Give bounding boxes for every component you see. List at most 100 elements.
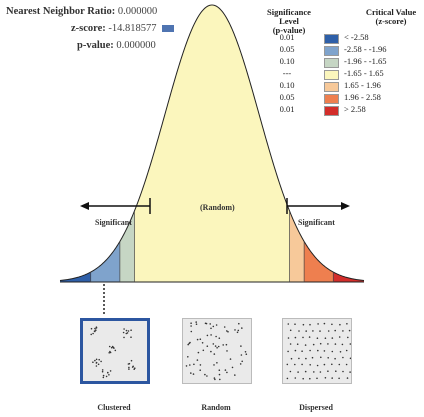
pattern-point [304,344,307,346]
random-label: (Random) [200,203,235,212]
pattern-point [125,332,128,335]
pattern-point [110,346,113,349]
pattern-point [213,364,215,366]
pattern-point [241,327,243,329]
pattern-point [190,322,192,324]
legend-row: 0.10 -1.96 - -1.65 [258,56,424,68]
pattern-point [127,363,130,365]
pattern-point [218,337,221,339]
pattern-point [109,351,112,354]
pattern-point [111,345,114,348]
pattern-point [316,364,319,367]
pattern-point [294,349,297,352]
dispersed-caption: Dispersed [299,403,333,412]
curve-outline [59,4,365,282]
pattern-point [202,349,205,352]
significance-header-title: Significance Level [267,7,311,26]
pattern-point [294,336,297,339]
clustered-pattern-thumbnail[interactable] [80,318,150,384]
significance-header: Significance Level (p-value) [258,8,320,35]
pattern-point [331,363,333,366]
pattern-point [210,327,212,330]
pattern-point [190,330,193,333]
pattern-point [210,350,212,353]
pattern-point [334,329,336,332]
pattern-point [342,356,344,359]
legend-p-value: 0.10 [279,56,295,66]
pattern-point [123,336,125,339]
clustered-points [90,326,136,379]
legend-swatch [324,94,339,104]
pattern-point [334,343,337,345]
pattern-point [319,342,322,345]
pattern-point [185,365,188,367]
p-value-row: p-value: 0.000000 [77,40,156,51]
pattern-point [189,364,191,366]
legend-z-range: 1.96 - 2.58 [344,92,381,102]
pattern-point [92,332,94,335]
curve-band [289,5,305,282]
pattern-point [313,371,315,373]
pattern-point [102,376,105,379]
curve-band [60,5,91,282]
pattern-point [94,359,96,362]
pattern-point [345,349,348,352]
pattern-point [339,323,341,326]
left-significant-label: Significant [95,218,132,227]
pattern-point [95,361,98,364]
pattern-point [95,329,97,331]
pattern-point [215,324,218,326]
pattern-point [346,377,349,379]
critical-value-header-sub: (z-score) [375,16,407,26]
pattern-point [301,350,303,352]
pattern-point [309,364,311,366]
pattern-point [347,336,349,339]
pattern-point [101,370,104,373]
pattern-point [218,373,221,376]
pattern-point [305,357,307,360]
dispersed-pattern-thumbnail[interactable] [282,318,352,384]
pattern-point [331,337,334,339]
pattern-point [240,345,242,347]
z-score-label: z-score: [71,23,106,34]
legend-z-range: -1.65 - 1.65 [344,68,384,78]
pattern-point [338,336,341,338]
pattern-point [234,329,236,331]
curve-band [119,5,135,282]
critical-value-header-title: Critical Value [365,7,417,17]
pattern-point [294,323,296,325]
ratio-label: Nearest Neighbor Ratio: [6,6,116,17]
legend-p-value: 0.05 [279,44,295,54]
pattern-point [201,342,204,344]
curve-fill-regions [60,5,364,282]
legend-z-range: > 2.58 [344,104,366,114]
pattern-point [216,362,218,364]
pattern-point [341,343,344,346]
legend-row: --- -1.65 - 1.65 [258,68,424,80]
pattern-point [294,363,296,366]
pattern-point [126,332,129,334]
pattern-point [244,351,247,353]
pattern-point [338,377,340,380]
legend-z-range: < -2.58 [344,32,369,42]
pattern-point [323,322,326,325]
random-pattern-thumbnail[interactable] [182,318,252,384]
p-value-label: p-value: [77,40,114,51]
pattern-point [101,369,104,371]
pattern-point [308,336,311,338]
pattern-point [227,331,229,333]
legend-row: 0.05 1.96 - 2.58 [258,92,424,104]
pattern-point [190,372,192,374]
pattern-point [109,370,112,372]
pattern-point [304,370,307,373]
pattern-point [312,330,314,332]
right-significant-label: Significant [298,218,335,227]
legend-z-range: -1.96 - -1.65 [344,56,387,66]
pattern-point [128,366,130,369]
pattern-point [316,377,318,380]
pattern-point [349,357,352,360]
pattern-point [93,330,96,332]
pattern-point [327,343,329,345]
pattern-point [335,370,337,372]
